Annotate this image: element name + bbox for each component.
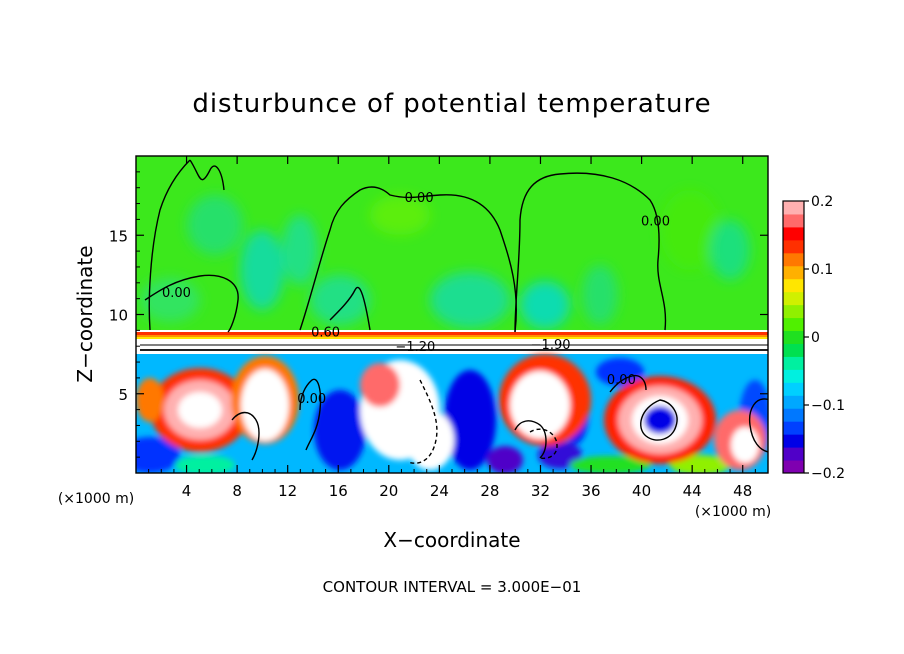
colorbar-swatch bbox=[783, 421, 804, 435]
chart-title: disturbunce of potential temperature bbox=[192, 89, 711, 119]
colorbar bbox=[783, 201, 804, 474]
colorbar-swatch bbox=[783, 317, 804, 332]
colorbar-swatch bbox=[783, 434, 804, 448]
colorbar-swatch bbox=[783, 343, 804, 357]
colorbar-swatch bbox=[783, 369, 804, 383]
colorbar-swatch bbox=[783, 395, 804, 409]
colorbar-swatch bbox=[783, 356, 804, 370]
x-tick-label: 48 bbox=[733, 482, 752, 500]
contour-label: −1.20 bbox=[395, 340, 435, 355]
colorbar-swatch bbox=[783, 226, 804, 241]
x-tick-label: 24 bbox=[430, 482, 449, 500]
colorbar-tick-label: −0.1 bbox=[811, 398, 845, 414]
colorbar-swatch bbox=[783, 382, 804, 396]
colorbar-swatch bbox=[783, 252, 804, 267]
x-tick-label: 44 bbox=[683, 482, 702, 500]
colorbar-swatch bbox=[783, 304, 804, 319]
y-tick-label: 15 bbox=[109, 227, 128, 245]
x-tick-label: 28 bbox=[480, 482, 499, 500]
colorbar-swatch bbox=[783, 201, 804, 215]
x-tick-label: 8 bbox=[232, 482, 242, 500]
y-axis-title: Z−coordinate bbox=[73, 245, 97, 382]
contour-label: 0.00 bbox=[162, 286, 191, 301]
colorbar-swatch bbox=[783, 447, 804, 461]
x-tick-label: 32 bbox=[531, 482, 550, 500]
colorbar-swatch bbox=[783, 330, 804, 344]
contour-lines bbox=[140, 159, 768, 464]
x-tick-label: 16 bbox=[329, 482, 348, 500]
colorbar-ticks: 0.2 0.1 0 −0.1 −0.2 bbox=[804, 194, 845, 482]
contour-label: 0.60 bbox=[311, 326, 340, 341]
contour-label: 0.00 bbox=[297, 392, 326, 407]
colorbar-swatch bbox=[783, 278, 804, 293]
y-axis: 5 10 15 bbox=[109, 171, 768, 458]
colorbar-swatch bbox=[783, 291, 804, 306]
colorbar-tick-label: 0.2 bbox=[811, 194, 833, 210]
contour-label: −1.90 bbox=[531, 338, 571, 353]
colorbar-swatch bbox=[783, 408, 804, 422]
x-tick-label: 40 bbox=[632, 482, 651, 500]
colorbar-tick-label: −0.2 bbox=[811, 466, 845, 482]
colorbar-swatch bbox=[783, 213, 804, 228]
y-tick-label: 5 bbox=[118, 386, 128, 404]
colorbar-swatch bbox=[783, 460, 804, 474]
x-axis-title: X−coordinate bbox=[383, 528, 520, 552]
upper-layer-cyan-patches bbox=[140, 190, 750, 329]
contour-interval-note: CONTOUR INTERVAL = 3.000E−01 bbox=[323, 578, 582, 596]
x-tick-label: 20 bbox=[379, 482, 398, 500]
colorbar-swatch bbox=[783, 265, 804, 280]
contour-label: 0.00 bbox=[607, 373, 636, 388]
x-unit-label-right: (×1000 m) bbox=[695, 504, 771, 520]
heatmap-field bbox=[136, 156, 768, 473]
x-unit-label-left: (×1000 m) bbox=[58, 491, 134, 507]
x-tick-label: 36 bbox=[581, 482, 600, 500]
colorbar-tick-label: 0 bbox=[811, 330, 820, 346]
colorbar-swatch bbox=[783, 239, 804, 254]
contour-label-layer: 0.00 0.00 0.00 0.00 0.00 0.60 −1.20 −1.90 bbox=[162, 191, 670, 407]
lower-layer-eddies bbox=[136, 354, 768, 473]
y-tick-label: 10 bbox=[109, 307, 128, 325]
contour-label: 0.00 bbox=[405, 191, 434, 206]
contour-label: 0.00 bbox=[641, 215, 670, 230]
x-tick-label: 12 bbox=[278, 482, 297, 500]
colorbar-tick-label: 0.1 bbox=[811, 262, 833, 278]
x-tick-label: 4 bbox=[182, 482, 192, 500]
x-axis: 4 8 12 16 20 24 28 32 36 40 44 48 bbox=[148, 156, 756, 500]
